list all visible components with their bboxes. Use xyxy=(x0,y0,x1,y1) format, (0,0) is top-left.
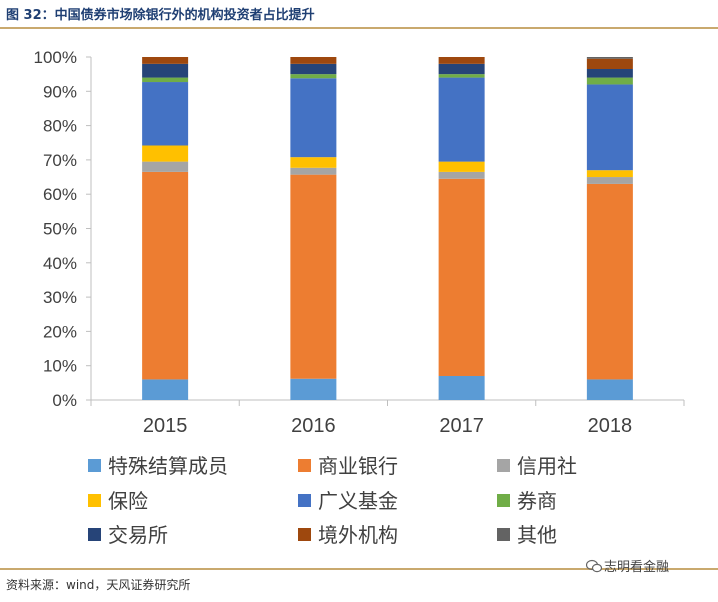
y-tick-label: 60% xyxy=(43,185,77,204)
legend-label: 特殊结算成员 xyxy=(108,454,228,478)
bar-segment xyxy=(142,77,189,83)
legend-label: 其他 xyxy=(517,523,557,547)
bar-segment xyxy=(290,378,337,400)
legend-swatch xyxy=(88,494,101,507)
bar-segment xyxy=(142,161,189,172)
y-tick-label: 100% xyxy=(34,48,77,67)
bar-segment xyxy=(142,171,189,380)
bar-segment xyxy=(438,57,485,64)
bar-segment xyxy=(586,170,633,178)
bar-segment xyxy=(142,145,189,162)
legend-swatch xyxy=(298,459,311,472)
legend-swatch xyxy=(497,459,510,472)
footer-divider xyxy=(0,568,718,570)
bar-segment xyxy=(438,161,485,172)
legend-label: 广义基金 xyxy=(318,489,398,513)
page-title: 图 32：中国债券市场除银行外的机构投资者占比提升 xyxy=(6,8,315,23)
y-tick-label: 50% xyxy=(43,220,77,239)
legend-swatch xyxy=(497,528,510,541)
y-tick-label: 0% xyxy=(52,391,77,410)
bar-segment xyxy=(438,178,485,376)
y-tick-label: 90% xyxy=(43,82,77,101)
bar-segment xyxy=(290,74,337,79)
x-tick-label: 2018 xyxy=(588,415,633,437)
bar-segment xyxy=(290,167,337,175)
y-tick-label: 80% xyxy=(43,117,77,136)
bar-segment xyxy=(142,63,189,78)
legend-swatch xyxy=(88,459,101,472)
legend-label: 保险 xyxy=(108,489,148,513)
y-tick-label: 20% xyxy=(43,322,77,341)
legend-swatch xyxy=(88,528,101,541)
legend-label: 境外机构 xyxy=(318,523,398,547)
bar-segment xyxy=(586,58,633,70)
bar-segment xyxy=(438,63,485,75)
legend-label: 券商 xyxy=(517,489,557,513)
bar-segment xyxy=(290,63,337,75)
legend-label: 信用社 xyxy=(517,454,577,478)
bar-segment xyxy=(438,77,485,162)
y-tick-label: 40% xyxy=(43,254,77,273)
legend-label: 商业银行 xyxy=(318,454,398,478)
bar-segment xyxy=(586,84,633,171)
bar-segment xyxy=(586,183,633,380)
bar-segment xyxy=(438,74,485,78)
legend-swatch xyxy=(298,528,311,541)
bar-segment xyxy=(290,57,337,64)
bar-segment xyxy=(290,78,337,158)
bar-segment xyxy=(586,177,633,184)
bar-segment xyxy=(438,171,485,179)
y-tick-label: 30% xyxy=(43,288,77,307)
watermark-text: 志明看金融 xyxy=(604,560,670,575)
legend-swatch xyxy=(298,494,311,507)
title-divider xyxy=(0,27,718,29)
bar-segment xyxy=(586,379,633,400)
y-tick-label: 70% xyxy=(43,151,77,170)
bar-segment xyxy=(586,69,633,78)
x-tick-label: 2015 xyxy=(143,415,188,437)
x-tick-label: 2016 xyxy=(291,415,336,437)
x-tick-label: 2017 xyxy=(439,415,484,437)
legend-label: 交易所 xyxy=(108,523,168,547)
bar-segment xyxy=(290,157,337,168)
y-tick-label: 10% xyxy=(43,357,77,376)
bar-segment xyxy=(290,174,337,379)
watermark: 志明看金融 xyxy=(585,556,670,575)
bar-segment xyxy=(142,82,189,146)
bar-segment xyxy=(142,57,189,64)
bar-segment xyxy=(586,77,633,85)
source-note: 资料来源：wind，天风证券研究所 xyxy=(6,578,191,592)
bar-segment xyxy=(142,379,189,400)
legend-swatch xyxy=(497,494,510,507)
bar-segment xyxy=(438,375,485,400)
bar-segment xyxy=(586,57,633,59)
wechat-icon xyxy=(585,559,603,575)
